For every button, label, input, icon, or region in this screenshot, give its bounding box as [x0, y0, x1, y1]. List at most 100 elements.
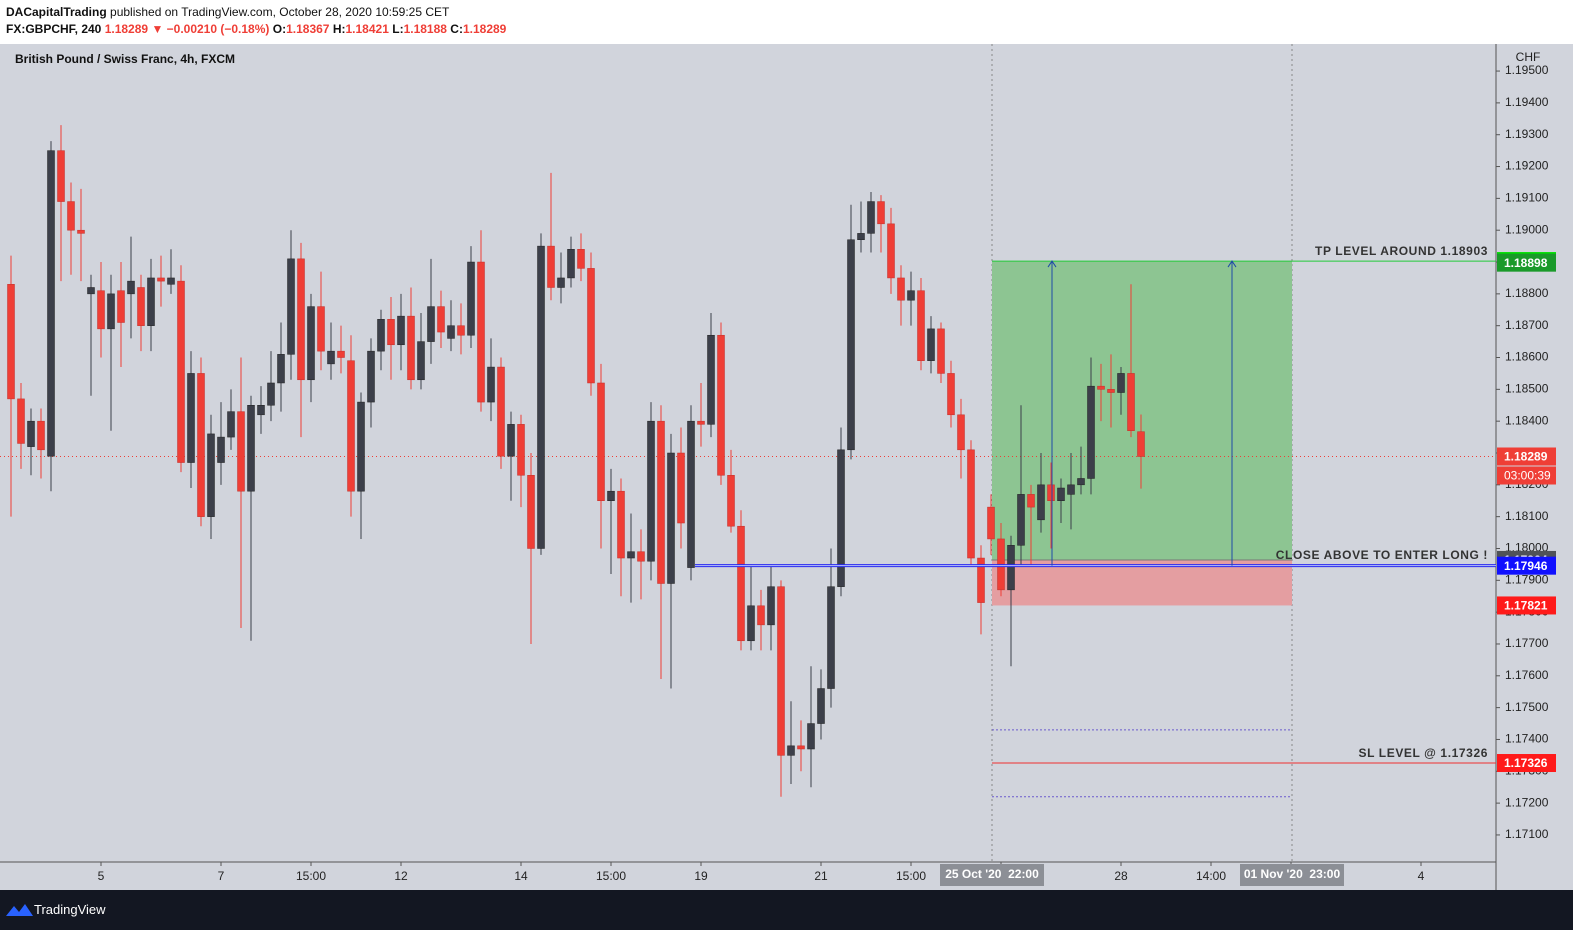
candle-body	[177, 280, 185, 463]
candle-body	[857, 233, 865, 240]
change: ▼ −0.00210 (−0.18%)	[151, 22, 270, 36]
h-label: H:	[332, 22, 346, 36]
level-note: TP LEVEL AROUND 1.18903	[1315, 244, 1488, 258]
candle-body	[397, 315, 405, 346]
candle-body	[47, 150, 55, 457]
price-label: 1.17946	[1504, 559, 1548, 573]
candle-body	[27, 420, 35, 447]
x-tick-label: 15:00	[296, 869, 326, 883]
candle-body	[797, 745, 805, 750]
y-tick-label: 1.19400	[1505, 95, 1549, 109]
marker-label: 01 Nov '20 23:00	[1244, 867, 1341, 881]
currency: CHF	[1516, 50, 1541, 64]
candle-body	[237, 411, 245, 492]
candle-body	[757, 605, 765, 626]
y-tick-label: 1.19500	[1505, 63, 1549, 77]
price-label: 1.18898	[1504, 256, 1548, 270]
x-tick-label: 12	[394, 869, 408, 883]
candle-body	[37, 420, 45, 451]
candle-body	[827, 586, 835, 689]
marker-label-bg	[1240, 864, 1344, 886]
candle-body	[147, 277, 155, 326]
x-tick-label: 28	[1114, 869, 1128, 883]
candle-body	[887, 223, 895, 279]
x-tick-label: 5	[98, 869, 105, 883]
candle-body	[217, 436, 225, 463]
candle-body	[377, 319, 385, 352]
candle-body	[1057, 487, 1065, 501]
marker-label: 25 Oct '20 22:00	[945, 867, 1039, 881]
y-tick-label: 1.17400	[1505, 732, 1549, 746]
countdown-bg	[1497, 466, 1556, 485]
candle-body	[537, 245, 545, 549]
y-tick-label: 1.18800	[1505, 286, 1549, 300]
candle-body	[77, 229, 85, 234]
symbol: FX:GBPCHF, 240	[6, 22, 102, 36]
candle-body	[1077, 478, 1085, 486]
candle-body	[297, 258, 305, 381]
author: DACapitalTrading	[6, 5, 107, 19]
candle-body	[117, 290, 125, 323]
candle-body	[717, 334, 725, 476]
candle-body	[1027, 494, 1035, 508]
candle-body	[67, 201, 75, 231]
l-label: L:	[392, 22, 404, 36]
candle-body	[927, 328, 935, 361]
candle-body	[57, 150, 65, 202]
price-label-bg	[1497, 556, 1556, 575]
arrow-head	[1047, 260, 1057, 268]
candle-body	[427, 306, 435, 342]
candle-body	[347, 360, 355, 492]
candle-body	[737, 525, 745, 642]
c-label: C:	[450, 22, 463, 36]
candle-body	[227, 411, 235, 438]
candle-body	[257, 405, 265, 416]
price-label-bg	[1497, 447, 1556, 466]
candle-body	[1097, 385, 1105, 390]
candle-body	[597, 382, 605, 501]
candle-body	[1037, 484, 1045, 521]
candle-body	[917, 290, 925, 361]
countdown: 03:00:39	[1504, 469, 1551, 483]
o: 1.18367	[286, 22, 330, 36]
x-tick-label: 15:00	[596, 869, 626, 883]
candle-body	[87, 287, 95, 295]
candle-body	[777, 586, 785, 756]
candle-body	[17, 398, 25, 444]
candle-body	[697, 420, 705, 425]
candle-body	[1067, 484, 1075, 495]
candle-body	[267, 382, 275, 406]
candle-body	[507, 424, 515, 457]
candle-body	[937, 328, 945, 374]
price-label-bg	[1497, 596, 1556, 615]
candle-body	[167, 277, 175, 285]
price-label: 1.17326	[1504, 756, 1548, 770]
h: 1.18421	[345, 22, 389, 36]
candle-body	[447, 325, 455, 339]
candle-body	[877, 201, 885, 225]
candle-body	[677, 452, 685, 524]
candle-body	[1127, 373, 1135, 431]
candle-body	[1047, 484, 1055, 501]
candle-body	[417, 341, 425, 381]
candle-body	[707, 334, 715, 425]
candle-body	[187, 373, 195, 463]
logo	[6, 904, 33, 916]
candle-body	[497, 366, 505, 457]
candle-body	[487, 366, 495, 403]
candle-body	[607, 490, 615, 501]
y-tick-label: 1.19200	[1505, 159, 1549, 173]
y-tick-label: 1.17500	[1505, 700, 1549, 714]
candle-body	[657, 420, 665, 584]
x-tick-label: 19	[694, 869, 708, 883]
marker-label-bg	[940, 864, 1044, 886]
arrow-head	[1227, 260, 1237, 268]
candle-body	[1007, 545, 1015, 591]
y-tick-label: 1.18400	[1505, 413, 1549, 427]
candle-body	[137, 287, 145, 326]
price-label: 1.17821	[1504, 599, 1548, 613]
y-tick-label: 1.17600	[1505, 668, 1549, 682]
candle-body	[907, 290, 915, 301]
chart: British Pound / Swiss Franc, 4h, FXCM 1.…	[0, 44, 1573, 890]
y-tick-label: 1.18600	[1505, 350, 1549, 364]
